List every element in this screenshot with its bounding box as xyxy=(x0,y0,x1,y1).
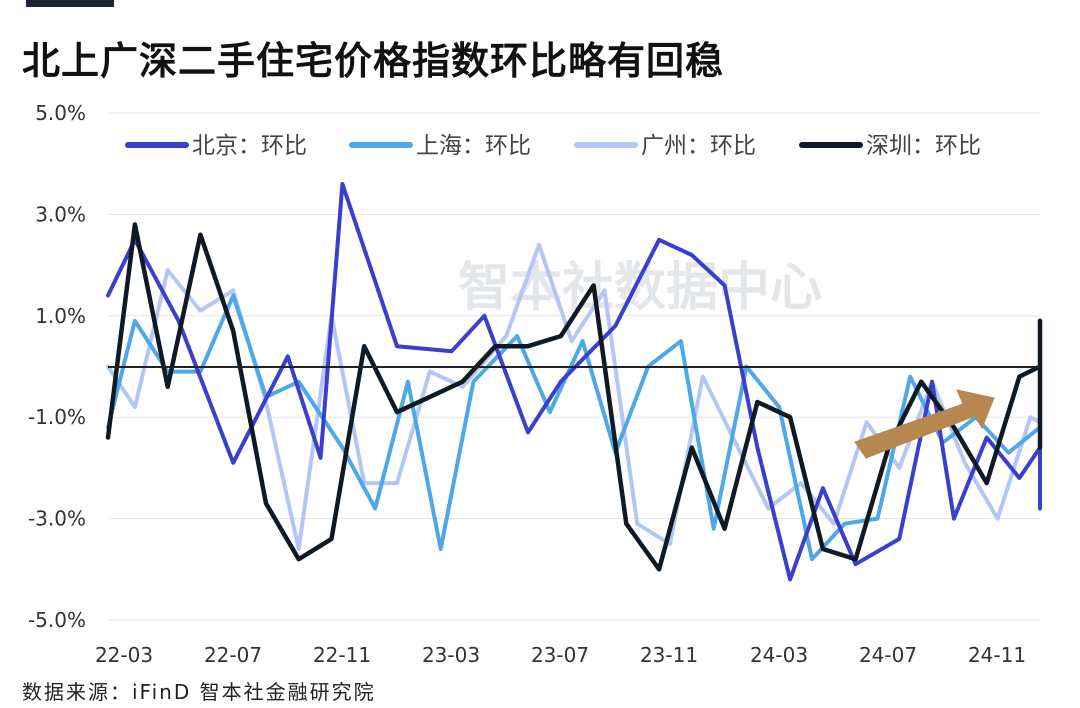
legend: 北京：环比 上海：环比 广州：环比 深圳：环比 xyxy=(125,133,981,159)
legend-label: 深圳：环比 xyxy=(866,133,981,159)
x-tick-label: 23-07 xyxy=(531,643,589,667)
y-tick-label: -5.0% xyxy=(28,608,86,632)
page-title: 北上广深二手住宅价格指数环比略有回稳 xyxy=(22,39,725,83)
x-tick-label: 24-03 xyxy=(750,643,808,667)
x-tick-label: 22-07 xyxy=(204,643,262,667)
legend-label: 广州：环比 xyxy=(641,133,756,159)
x-tick-label: 24-11 xyxy=(968,643,1026,667)
y-axis-ticks: 5.0% 3.0% 1.0% -1.0% -3.0% -5.0% xyxy=(28,101,86,632)
series-line-4 xyxy=(105,222,1043,572)
x-tick-label: 24-07 xyxy=(859,643,917,667)
top-accent-bar xyxy=(26,0,114,7)
x-axis-ticks: 22-03 22-07 22-11 23-03 23-07 23-11 24-03 24-07… xyxy=(95,643,1026,667)
trend-arrow xyxy=(854,389,995,459)
series-line-1 xyxy=(106,182,1042,582)
x-tick-label: 22-11 xyxy=(313,643,371,667)
x-tick-label: 23-03 xyxy=(422,643,480,667)
y-tick-label: -3.0% xyxy=(28,507,86,531)
y-tick-label: 1.0% xyxy=(35,304,86,328)
y-tick-label: 3.0% xyxy=(35,202,86,226)
legend-label: 北京：环比 xyxy=(192,133,307,159)
y-tick-label: 5.0% xyxy=(35,101,86,125)
x-tick-label: 22-03 xyxy=(95,643,153,667)
watermark-text: 智本社数据中心 xyxy=(458,258,822,318)
y-tick-label: -1.0% xyxy=(28,405,86,429)
trend-arrow-icon xyxy=(854,389,995,459)
grid-lines xyxy=(108,112,1040,621)
x-tick-label: 23-11 xyxy=(640,643,698,667)
legend-label: 上海：环比 xyxy=(416,133,531,159)
series-lines xyxy=(105,182,1043,582)
data-source: 数据来源：iFinD 智本社金融研究院 xyxy=(22,680,376,704)
